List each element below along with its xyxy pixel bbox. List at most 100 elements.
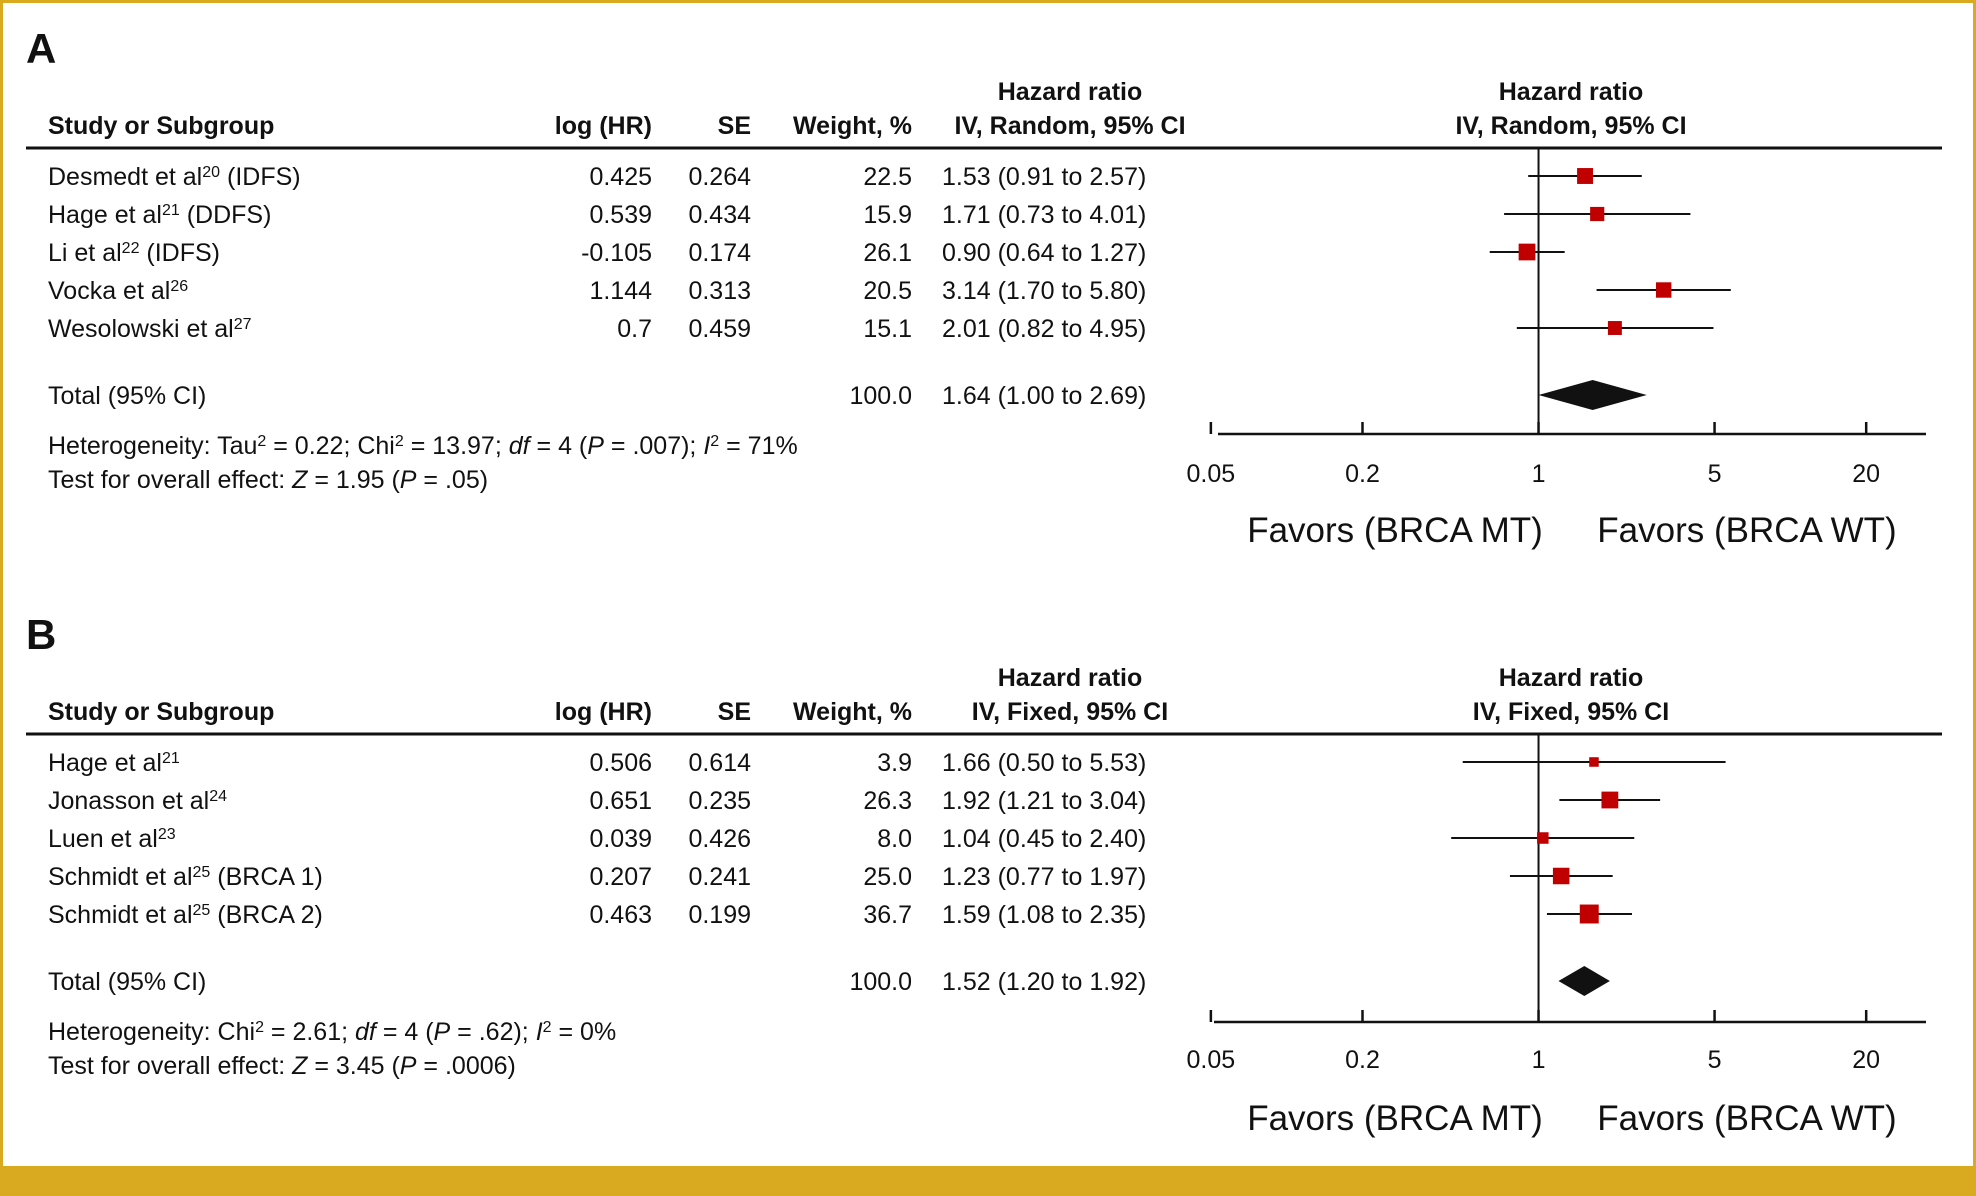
study-suffix: (BRCA 2) — [210, 901, 323, 929]
study-name: Jonasson et al24 — [48, 787, 227, 815]
study-weight: 22.5 — [863, 163, 912, 191]
overall-effect-test-part: = 1.95 ( — [307, 466, 400, 494]
heterogeneity-stats-part: = 13.97; — [404, 432, 509, 460]
col-header-loghr: log (HR) — [555, 112, 652, 140]
study-weight: 8.0 — [877, 825, 912, 853]
study-se: 0.264 — [688, 163, 751, 191]
total-label: Total (95% CI) — [48, 968, 206, 996]
study-hr-ci: 0.90 (0.64 to 1.27) — [942, 239, 1146, 267]
study-weight: 25.0 — [863, 863, 912, 891]
heterogeneity-stats-part: = 4 ( — [376, 1018, 434, 1046]
study-suffix: (BRCA 1) — [210, 863, 323, 891]
heterogeneity-stats-part: 2 — [257, 433, 266, 450]
col-header-weight: Weight, % — [793, 698, 912, 726]
hr-point-marker — [1607, 321, 1622, 335]
study-se: 0.235 — [688, 787, 751, 815]
study-suffix: (IDFS) — [220, 163, 301, 191]
study-row: Wesolowski et al27 0.7 0.459 15.1 2.01 (0.82… — [48, 315, 1714, 343]
overall-effect-test-part: Z — [291, 1052, 308, 1080]
study-name: Schmidt et al25 (BRCA 1) — [48, 863, 323, 891]
study-author: Schmidt et al — [48, 901, 193, 929]
study-row: Li et al22 (IDFS) -0.105 0.174 26.1 0.90 (0.… — [48, 239, 1565, 267]
heterogeneity-stats-part: 2 — [395, 433, 404, 450]
hr-point-marker — [1590, 206, 1605, 222]
study-weight: 26.3 — [863, 787, 912, 815]
plot-header-method: IV, Fixed, 95% CI — [1473, 698, 1669, 726]
study-weight: 20.5 — [863, 277, 912, 305]
study-suffix: (DDFS) — [180, 201, 272, 229]
total-hr-ci: 1.52 (1.20 to 1.92) — [942, 968, 1146, 996]
study-se: 0.241 — [688, 863, 751, 891]
x-tick-label: 1 — [1532, 1046, 1546, 1074]
col-header-study: Study or Subgroup — [48, 698, 274, 726]
study-author: Wesolowski et al — [48, 315, 234, 343]
study-loghr: 0.039 — [589, 825, 652, 853]
study-name: Li et al22 (IDFS) — [48, 239, 220, 267]
col-header-loghr: log (HR) — [555, 698, 652, 726]
plot-header-title: Hazard ratio — [1499, 664, 1643, 692]
heterogeneity-stats-part: I — [703, 432, 710, 460]
col-header-hr-method: IV, Fixed, 95% CI — [972, 698, 1168, 726]
panel-a: A Study or Subgroup log (HR) SE Weight, % Haz… — [26, 25, 1942, 550]
study-loghr: -0.105 — [581, 239, 652, 267]
heterogeneity-stats-part: P — [587, 432, 604, 460]
study-row: Desmedt et al20 (IDFS) 0.425 0.264 22.5 1.53… — [48, 163, 1642, 191]
study-ref: 21 — [162, 750, 180, 767]
study-row: Luen et al23 0.039 0.426 8.0 1.04 (0.45 to 2… — [48, 825, 1635, 853]
study-hr-ci: 1.92 (1.21 to 3.04) — [942, 787, 1146, 815]
study-se: 0.426 — [688, 825, 751, 853]
study-row: Hage et al21 (DDFS) 0.539 0.434 15.9 1.71 (0… — [48, 201, 1691, 229]
study-ref: 23 — [158, 826, 176, 843]
col-header-hr-title: Hazard ratio — [998, 664, 1142, 692]
study-ref: 22 — [122, 240, 140, 257]
study-name: Schmidt et al25 (BRCA 2) — [48, 901, 323, 929]
overall-effect-test-part: = .0006) — [416, 1052, 515, 1080]
col-header-study: Study or Subgroup — [48, 112, 274, 140]
study-loghr: 0.207 — [589, 863, 652, 891]
heterogeneity-stats: Heterogeneity: Chi2 = 2.61; df = 4 (P = … — [48, 1018, 616, 1046]
study-hr-ci: 1.53 (0.91 to 2.57) — [942, 163, 1146, 191]
col-header-hr-method: IV, Random, 95% CI — [954, 112, 1185, 140]
overall-effect-test-part: Test for overall effect: — [48, 466, 292, 494]
x-tick-label: 0.05 — [1187, 1046, 1236, 1074]
col-header-weight: Weight, % — [793, 112, 912, 140]
study-row: Jonasson et al24 0.651 0.235 26.3 1.92 (1.21… — [48, 787, 1661, 815]
study-weight: 3.9 — [877, 749, 912, 777]
panel-letter: A — [26, 25, 56, 72]
study-hr-ci: 1.71 (0.73 to 4.01) — [942, 201, 1146, 229]
study-se: 0.614 — [688, 749, 751, 777]
study-author: Desmedt et al — [48, 163, 202, 191]
hr-point-marker — [1655, 282, 1672, 298]
study-author: Jonasson et al — [48, 787, 209, 815]
overall-effect-test-part: Z — [291, 466, 308, 494]
x-tick-label: 1 — [1532, 460, 1546, 488]
study-loghr: 0.651 — [589, 787, 652, 815]
overall-effect-test-part: Test for overall effect: — [48, 1052, 292, 1080]
heterogeneity-stats-part: = .007); — [604, 432, 703, 460]
col-header-se: SE — [718, 698, 751, 726]
study-weight: 15.9 — [863, 201, 912, 229]
study-loghr: 0.425 — [589, 163, 652, 191]
x-tick-label: 20 — [1852, 460, 1880, 488]
x-tick-label: 0.2 — [1345, 1046, 1380, 1074]
study-hr-ci: 2.01 (0.82 to 4.95) — [942, 315, 1146, 343]
plot-header-title: Hazard ratio — [1499, 78, 1643, 106]
total-weight: 100.0 — [849, 968, 912, 996]
overall-effect-test: Test for overall effect: Z = 3.45 (P = .… — [48, 1052, 516, 1080]
overall-effect-test-part: = .05) — [416, 466, 488, 494]
study-row: Schmidt et al25 (BRCA 2) 0.463 0.199 36.7 1.… — [48, 901, 1632, 929]
x-tick-label: 0.05 — [1187, 460, 1236, 488]
favors-left-label: Favors (BRCA MT) — [1247, 1099, 1543, 1138]
hr-point-marker — [1518, 243, 1536, 261]
study-name: Desmedt et al20 (IDFS) — [48, 163, 301, 191]
study-row: Vocka et al26 1.144 0.313 20.5 3.14 (1.70 to… — [48, 277, 1731, 305]
x-tick-label: 5 — [1708, 1046, 1722, 1074]
study-ref: 20 — [202, 164, 220, 181]
heterogeneity-stats-part: = 4 ( — [530, 432, 588, 460]
heterogeneity-stats: Heterogeneity: Tau2 = 0.22; Chi2 = 13.97… — [48, 432, 798, 460]
heterogeneity-stats-part: 2 — [710, 433, 719, 450]
favors-left-label: Favors (BRCA MT) — [1247, 511, 1543, 550]
heterogeneity-stats-part: df — [355, 1018, 379, 1046]
study-loghr: 1.144 — [589, 277, 652, 305]
